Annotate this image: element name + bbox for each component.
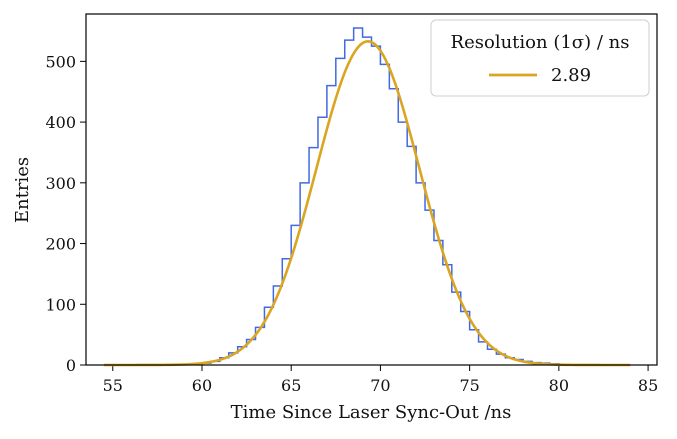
y-tick-label: 0 [66, 356, 76, 375]
plot-frame [85, 13, 658, 366]
x-tick-label: 80 [549, 376, 569, 395]
y-axis-label: Entries [12, 157, 33, 223]
legend-entry-fit: 2.89 [551, 65, 591, 86]
y-tick-label: 300 [45, 174, 76, 193]
y-tick-label: 500 [45, 52, 76, 71]
x-tick-label: 85 [638, 376, 658, 395]
x-tick-label: 55 [103, 376, 123, 395]
x-axis-label: Time Since Laser Sync-Out /ns [231, 402, 512, 423]
gaussian-fit-curve [103, 40, 631, 367]
x-tick-label: 75 [459, 376, 479, 395]
axis-ticks: 55 60 65 70 75 80 85 0 100 200 300 400 500 [45, 52, 658, 395]
legend: Resolution (1σ) / ns 2.89 [430, 19, 650, 97]
x-tick-label: 65 [281, 376, 301, 395]
y-tick-label: 100 [45, 295, 76, 314]
legend-box [430, 19, 650, 97]
y-tick-label: 200 [45, 235, 76, 254]
legend-title: Resolution (1σ) / ns [451, 32, 630, 53]
y-tick-label: 400 [45, 113, 76, 132]
x-tick-label: 60 [192, 376, 212, 395]
x-tick-label: 70 [370, 376, 390, 395]
